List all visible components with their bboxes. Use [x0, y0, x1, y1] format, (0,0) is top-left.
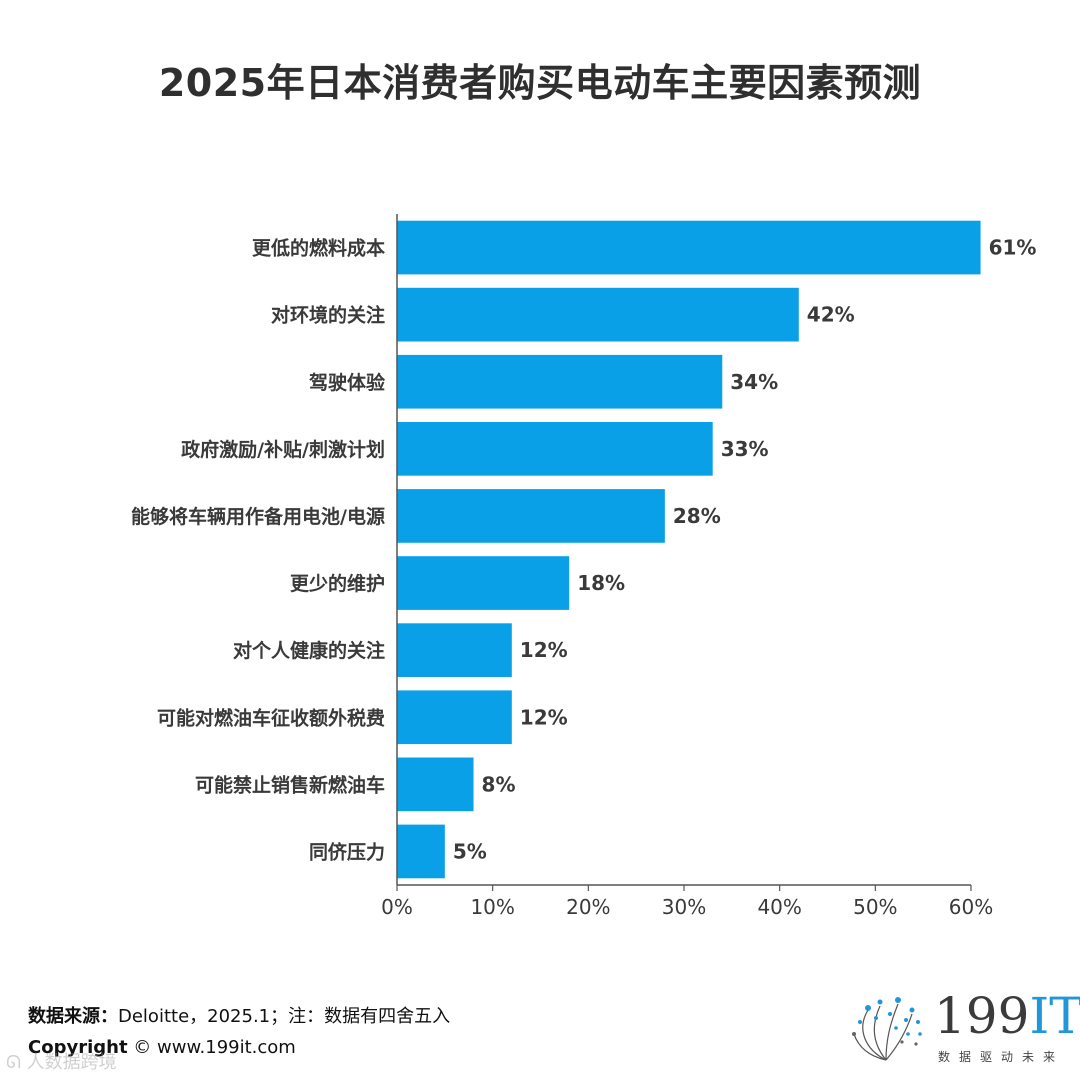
data-source-label: 数据来源： — [28, 1006, 118, 1027]
value-label-3: 34% — [730, 370, 778, 394]
bar-5 — [397, 489, 665, 543]
watermark-icon: ᘏ — [6, 1052, 21, 1073]
value-label-5: 28% — [673, 504, 721, 528]
bar-9 — [397, 757, 474, 812]
logo-wordmark: 199IT — [934, 990, 1080, 1042]
value-label-7: 12% — [520, 638, 568, 662]
bars-layer: 61% 更低的燃料成本 42% 对环境的关注 34% 驾驶体验 33% 政府激励/补贴/刺激计… — [131, 220, 1037, 879]
logo-number: 199 — [934, 987, 1030, 1045]
value-label-1: 61% — [989, 236, 1037, 260]
category-label-3: 驾驶体验 — [309, 371, 386, 394]
dot-sphere-icon — [852, 997, 922, 1061]
chart-title: 2025年日本消费者购买电动车主要因素预测 — [158, 61, 922, 105]
category-label-4: 政府激励/补贴/刺激计划 — [181, 438, 385, 461]
logo-199it: 199IT 数据驱动未来 — [846, 990, 1080, 1070]
value-label-2: 42% — [807, 303, 855, 327]
bar-6 — [397, 556, 570, 610]
category-label-8: 可能对燃油车征收额外税费 — [157, 706, 385, 729]
bar-2 — [397, 287, 799, 342]
x-tick-label-1: 10% — [470, 895, 514, 919]
category-label-1: 更低的燃料成本 — [252, 237, 385, 260]
x-tick-label-5: 50% — [853, 895, 897, 919]
bar-1 — [397, 220, 981, 275]
category-label-2: 对环境的关注 — [271, 304, 385, 327]
category-label-6: 更少的维护 — [290, 572, 385, 595]
category-label-5: 能够将车辆用作备用电池/电源 — [131, 505, 385, 528]
copyright-label: Copyright — [28, 1037, 128, 1058]
data-source-text: Deloitte，2025.1；注：数据有四舍五入 — [118, 1006, 451, 1027]
data-source: 数据来源：Deloitte，2025.1；注：数据有四舍五入 — [28, 1002, 450, 1028]
copyright-text: © www.199it.com — [133, 1037, 296, 1058]
bar-4 — [397, 422, 713, 476]
bar-7 — [397, 623, 512, 677]
bar-8 — [397, 690, 512, 745]
value-label-8: 12% — [520, 705, 568, 729]
value-label-6: 18% — [577, 571, 625, 595]
value-label-10: 5% — [453, 839, 487, 863]
bar-3 — [397, 354, 723, 409]
bar-10 — [397, 824, 445, 879]
x-tick-label-3: 30% — [662, 895, 706, 919]
x-tick-label-2: 20% — [566, 895, 610, 919]
x-tick-label-6: 60% — [949, 895, 993, 919]
x-tick-label-0: 0% — [381, 895, 413, 919]
logo-slogan: 数据驱动未来 — [938, 1050, 1065, 1064]
value-label-9: 8% — [482, 772, 516, 796]
category-label-7: 对个人健康的关注 — [233, 639, 385, 662]
bar-chart: 61% 更低的燃料成本 42% 对环境的关注 34% 驾驶体验 33% 政府激励/补贴/刺激计… — [131, 214, 1037, 919]
value-label-4: 33% — [721, 437, 769, 461]
logo-suffix: IT — [1029, 987, 1080, 1045]
watermark: ᘏ 人数据跨境 — [6, 1048, 117, 1074]
category-label-10: 同侪压力 — [309, 840, 385, 863]
watermark-text: 人数据跨境 — [26, 1052, 117, 1073]
category-label-9: 可能禁止销售新燃油车 — [195, 773, 385, 796]
x-tick-label-4: 40% — [757, 895, 801, 919]
axis-layer: 0% 10% 20% 30% 40% 50% 60% — [381, 214, 993, 919]
copyright: Copyright © www.199it.com — [28, 1037, 296, 1058]
